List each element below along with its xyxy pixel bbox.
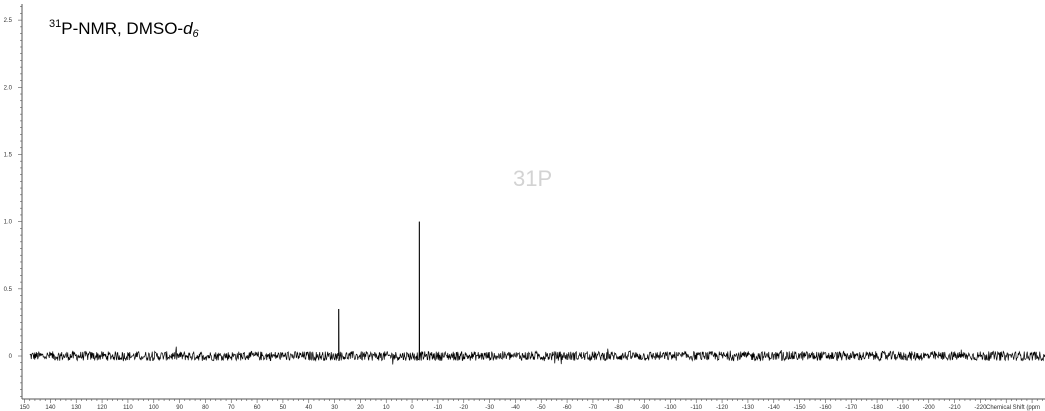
x-tick-label: -20: [459, 405, 468, 411]
x-tick-label: 30: [331, 405, 338, 411]
x-tick-label: 10: [383, 405, 390, 411]
x-tick-label: -140: [768, 405, 781, 411]
x-tick-label: 80: [202, 405, 209, 411]
x-tick-label: -180: [871, 405, 884, 411]
y-tick-label: 0: [9, 354, 13, 360]
x-tick-label: -90: [640, 405, 649, 411]
x-tick-label: -110: [690, 405, 702, 411]
x-tick-label: -70: [589, 405, 598, 411]
y-tick-label: 0.5: [4, 287, 13, 293]
x-tick-label: -150: [794, 405, 807, 411]
x-tick-label: 50: [280, 405, 287, 411]
x-tick-label: 40: [305, 405, 312, 411]
x-tick-label: -50: [537, 405, 546, 411]
x-tick-label: 100: [149, 405, 160, 411]
x-tick-label: -100: [664, 405, 677, 411]
x-tick-label: -170: [845, 405, 858, 411]
title-isotope-superscript: 31: [49, 18, 62, 30]
x-tick-label: 110: [123, 405, 133, 411]
x-tick-label: 20: [357, 405, 364, 411]
x-axis-title: Chemical Shift (ppm: [986, 405, 1040, 411]
x-tick-label: -40: [511, 405, 520, 411]
x-tick-label: -10: [434, 405, 443, 411]
x-tick-label: -80: [614, 405, 623, 411]
title-solvent-letter: d: [183, 19, 193, 38]
watermark-label: 31P: [513, 166, 552, 191]
x-tick-label: 60: [254, 405, 261, 411]
x-tick-label: 130: [71, 405, 82, 411]
x-tick-label: 120: [97, 405, 108, 411]
x-tick-label: -120: [716, 405, 729, 411]
x-tick-label: 90: [176, 405, 183, 411]
x-tick-label: 150: [20, 405, 31, 411]
x-tick-label: -130: [742, 405, 755, 411]
x-tick-label: -190: [897, 405, 910, 411]
x-tick-label: 70: [228, 405, 235, 411]
x-tick-label: -220: [974, 405, 987, 411]
x-tick-label: 0: [410, 405, 414, 411]
x-tick-label: -60: [563, 405, 572, 411]
y-axis: 0 0.5 1.0 1.5 2.0 2.5: [4, 4, 23, 399]
chart-title: 31P-NMR, DMSO-d6: [49, 18, 199, 40]
y-tick-label: 2.0: [4, 85, 13, 91]
x-tick-label: -200: [923, 405, 936, 411]
plot-area: [29, 221, 1045, 365]
y-tick-label: 2.5: [4, 18, 13, 24]
x-tick-label: -210: [949, 405, 962, 411]
x-tick-label: -160: [819, 405, 832, 411]
y-tick-label: 1.0: [4, 220, 13, 226]
title-main: P-NMR, DMSO-: [61, 19, 184, 38]
spectrum-line: [29, 221, 1045, 365]
x-tick-label: -30: [485, 405, 494, 411]
title-solvent-subscript: 6: [192, 28, 199, 40]
x-tick-label: 140: [45, 405, 56, 411]
x-axis: 150 140 130 120 110 100 90 80 70 60 50 40 30 20 10 0 -10…: [20, 398, 1045, 411]
y-tick-label: 1.5: [4, 152, 13, 158]
